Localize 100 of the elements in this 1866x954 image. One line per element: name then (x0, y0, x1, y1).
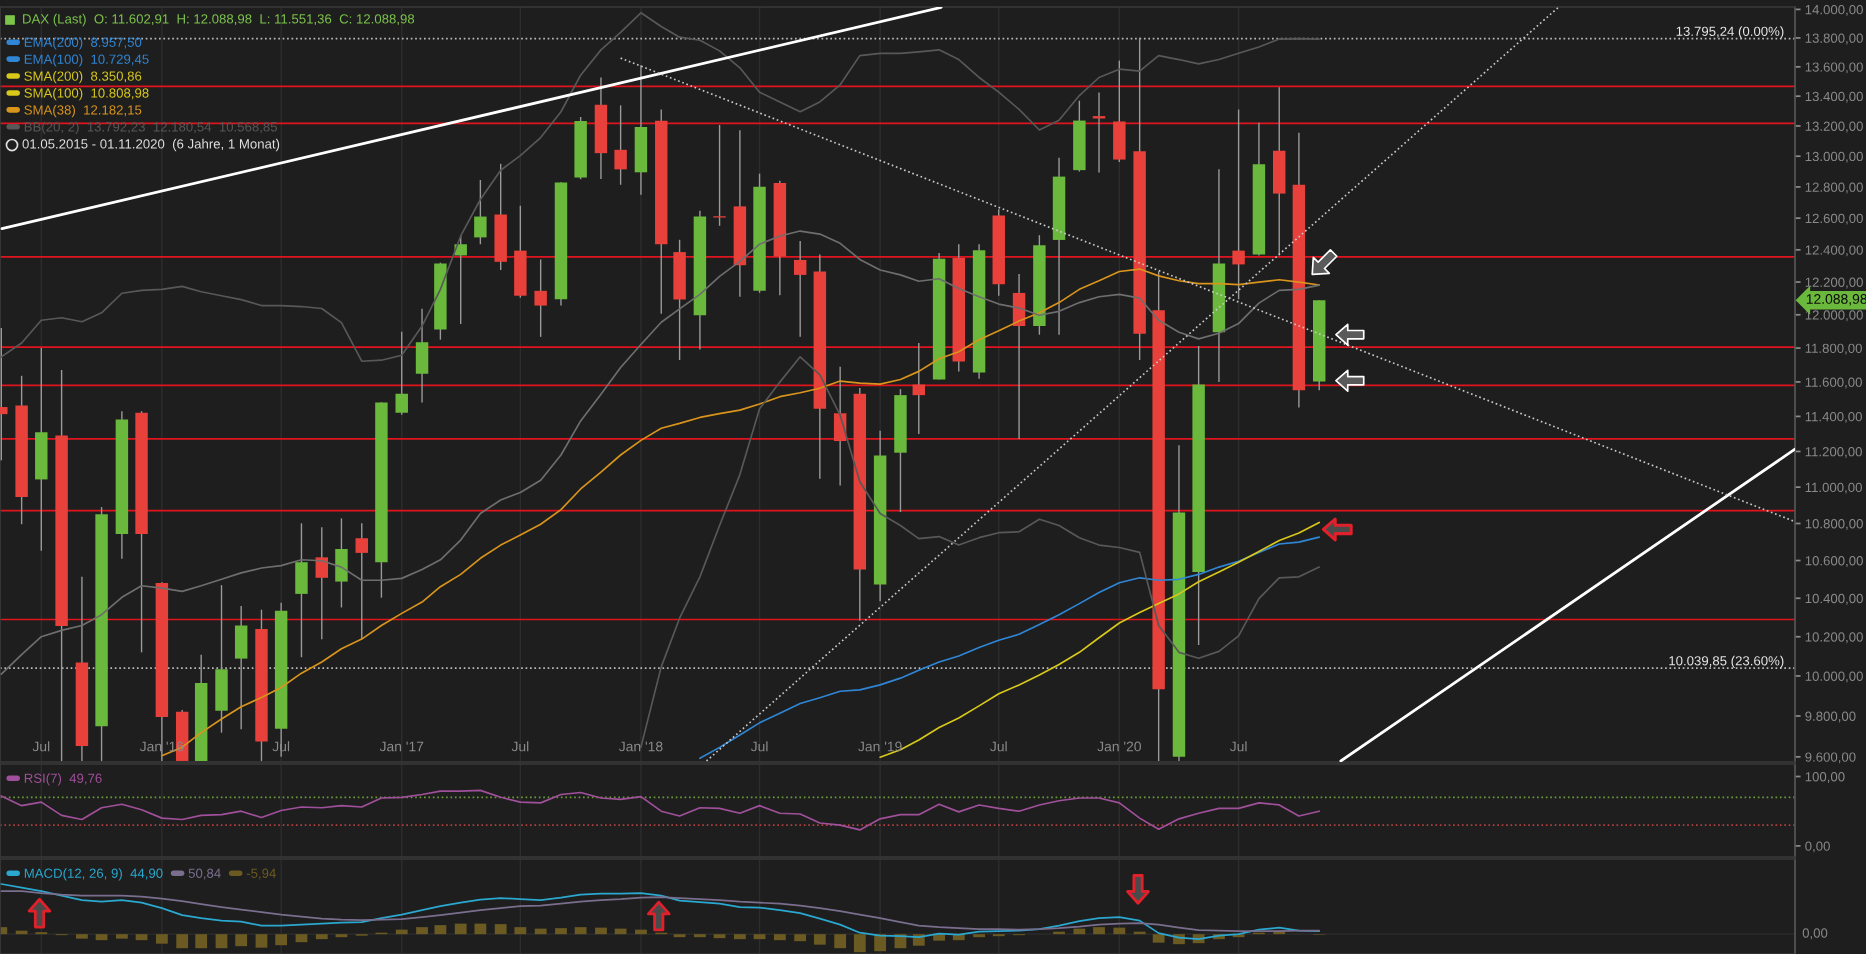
x-tick-label: Jan '17 (379, 741, 424, 752)
bar (834, 934, 847, 949)
candlestick (474, 179, 487, 245)
bar (713, 934, 726, 939)
line-series (161, 268, 1321, 757)
y-tick-label: 12.800,00 (1805, 182, 1863, 194)
legend-label: -5,94 (246, 868, 276, 880)
bar (295, 934, 308, 943)
y-tick-label: 9.600,00 (1805, 752, 1856, 764)
candlestick (793, 240, 807, 338)
legend-label: 50,84 (188, 868, 221, 880)
legend-label: RSI(7) 49,76 (24, 773, 102, 786)
x-tick-label: Jan '18 (618, 741, 663, 752)
y-tick-label: 13.200,00 (1805, 121, 1863, 133)
bar (215, 934, 228, 949)
x-tick-label: Jul (32, 741, 50, 752)
y-tick-label: 13.000,00 (1805, 151, 1863, 163)
y-tick-label: 10.000,00 (1805, 671, 1863, 683)
bar (116, 934, 128, 939)
bar (794, 934, 807, 942)
line-series (0, 789, 1321, 831)
y-tick-label: 12.000,00 (1805, 310, 1863, 322)
legend-label: SMA(38) 12.182,15 (24, 104, 142, 118)
bar (753, 934, 766, 940)
y-tick-label: 14.000,00 (1805, 4, 1863, 16)
bar (135, 934, 148, 941)
x-tick-label: Jan '19 (858, 741, 902, 752)
bar (275, 934, 288, 946)
bar (416, 927, 428, 935)
bar (614, 928, 627, 935)
y-tick-label: 9.800,00 (1805, 711, 1856, 723)
bar (514, 927, 527, 935)
bar (76, 934, 88, 939)
bar (454, 923, 467, 935)
y-tick-label: 10.400,00 (1805, 593, 1863, 605)
text: 01.05.2015 - 01.11.2020 (6 Jahre, 1 Monat) (22, 138, 280, 152)
candlestick (912, 342, 926, 435)
y-tick-label: 11.200,00 (1805, 447, 1862, 458)
bar (95, 934, 108, 941)
bar (635, 929, 647, 935)
legend-label: SMA(100) 10.808,98 (24, 87, 149, 101)
legend-label: BB(20, 2) 13.792,23 12.180,54 10.568,85 (24, 121, 278, 135)
bar (474, 923, 487, 935)
bar (195, 934, 208, 949)
bar (992, 934, 1005, 937)
y-tick-label: 10.800,00 (1805, 519, 1863, 530)
legend-label: SMA(200) 8.350,86 (24, 71, 142, 84)
legend-label: EMA(200) 8.957,50 (24, 37, 142, 50)
bar (235, 934, 248, 947)
candlestick (315, 526, 328, 640)
x-tick-label: Jul (750, 741, 768, 752)
bar (315, 934, 328, 940)
legend-label: EMA(100) 10.729,45 (24, 54, 149, 67)
y-tick-label: 11.600,00 (1805, 377, 1862, 389)
bar (155, 934, 168, 944)
bar (1152, 934, 1165, 943)
bar (176, 934, 189, 949)
candlestick (395, 331, 408, 416)
bar (813, 934, 826, 945)
bar (1073, 928, 1086, 935)
bar (1093, 927, 1105, 935)
y-tick-label: 12.600,00 (1805, 213, 1863, 225)
x-tick-label: Jul (1229, 741, 1247, 752)
y-tick-label: 11.800,00 (1805, 343, 1862, 355)
x-tick-label: Jul (511, 741, 529, 752)
bar (973, 934, 985, 938)
y-tick-label: 12.400,00 (1805, 245, 1863, 257)
bar (595, 927, 607, 935)
y-tick-label: 11.000,00 (1805, 482, 1862, 494)
y-tick-label: 10.200,00 (1805, 632, 1863, 644)
bar (494, 924, 507, 935)
bar (1113, 927, 1126, 935)
bar (434, 925, 447, 935)
ref-line-label: 13.795,24 (0.00%) (1676, 26, 1784, 39)
bar (853, 934, 866, 953)
chart-title: DAX (Last) O: 11.602,91 H: 12.088,98 L: 11.551,36 C: 12.088,98 (23, 13, 415, 27)
y-tick-label: 100,00 (1805, 772, 1845, 783)
bar (534, 928, 547, 935)
bar (574, 927, 587, 935)
candlestick (534, 258, 547, 338)
y-tick-label: 13.600,00 (1805, 62, 1863, 74)
bar (395, 929, 408, 935)
y-tick-label: 10.600,00 (1805, 556, 1863, 567)
candlestick (1232, 108, 1245, 300)
bar (555, 928, 567, 935)
candlestick (614, 104, 627, 186)
y-tick-label: 0,00 (1805, 841, 1830, 853)
bar (255, 934, 268, 948)
bar (673, 934, 686, 938)
bar (733, 934, 746, 940)
text: 12.088,98 (1806, 294, 1866, 306)
line-series (0, 11, 1321, 363)
x-tick-label: Jan '20 (1097, 741, 1141, 752)
y-tick-label: 11.400,00 (1805, 411, 1862, 423)
bar (874, 934, 887, 952)
y-tick-label: 12.200,00 (1805, 277, 1863, 289)
line-series (0, 230, 1321, 676)
legend-label: MACD(12, 26, 9) 44,90 (24, 868, 163, 881)
x-tick-label: Jul (990, 741, 1007, 752)
y-tick-label: 13.800,00 (1805, 33, 1863, 45)
